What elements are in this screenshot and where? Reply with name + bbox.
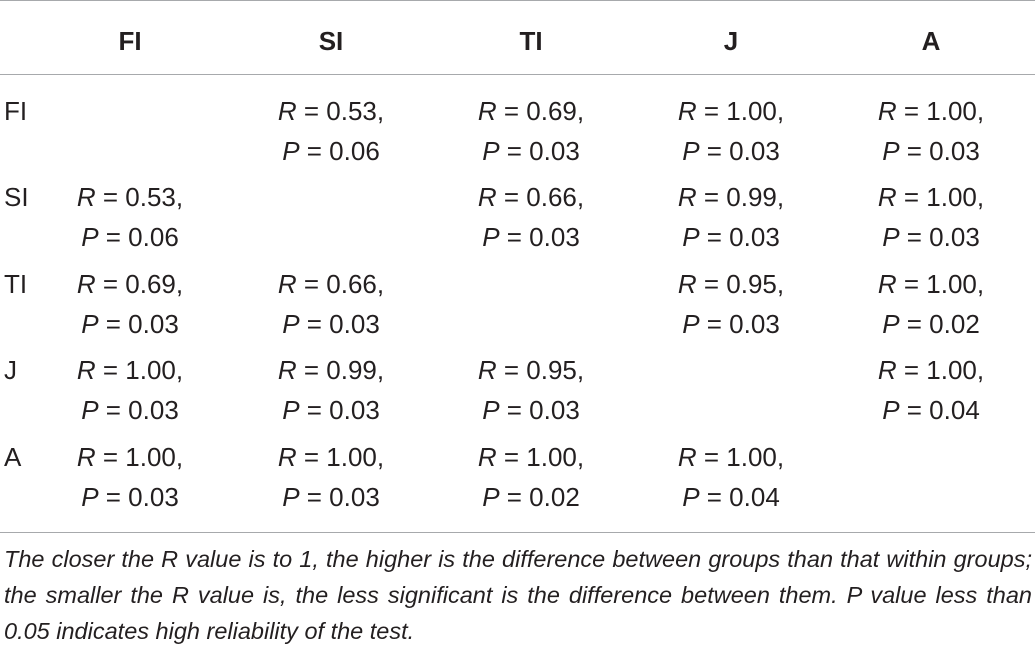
r-value: R = 0.95,	[477, 355, 585, 385]
r-value: R = 0.66,	[477, 182, 585, 212]
column-header-si: SI	[318, 26, 344, 56]
r-value: R = 0.69,	[477, 96, 585, 126]
table-cell: R = 1.00, P = 0.04	[851, 350, 1011, 430]
r-value: R = 0.53,	[76, 182, 184, 212]
p-value: P = 0.04	[682, 482, 780, 512]
table-header-rule	[0, 74, 1035, 75]
p-value: P = 0.03	[882, 222, 980, 252]
p-value: P = 0.03	[81, 482, 179, 512]
table-cell: R = 1.00, P = 0.03	[651, 91, 811, 171]
r-value: R = 1.00,	[877, 96, 985, 126]
r-value: R = 0.69,	[76, 269, 184, 299]
table-top-rule	[0, 0, 1035, 1]
r-value: R = 1.00,	[76, 442, 184, 472]
p-value: P = 0.03	[682, 222, 780, 252]
r-value: R = 1.00,	[877, 355, 985, 385]
p-value: P = 0.06	[282, 136, 380, 166]
table-cell: R = 0.53, P = 0.06	[251, 91, 411, 171]
p-value: P = 0.04	[882, 395, 980, 425]
column-header-a: A	[921, 26, 941, 56]
p-value: P = 0.02	[482, 482, 580, 512]
row-label: FI	[4, 96, 28, 126]
p-value: P = 0.03	[282, 482, 380, 512]
table-cell: R = 1.00, P = 0.03	[851, 91, 1011, 171]
table-cell: R = 0.95, P = 0.03	[451, 350, 611, 430]
table-cell: R = 1.00, P = 0.04	[651, 437, 811, 517]
p-value: P = 0.03	[882, 136, 980, 166]
table-cell: R = 1.00, P = 0.03	[50, 437, 210, 517]
p-value: P = 0.03	[682, 309, 780, 339]
p-value: P = 0.03	[482, 222, 580, 252]
table-cell: R = 0.69, P = 0.03	[50, 264, 210, 344]
p-value: P = 0.03	[81, 395, 179, 425]
r-value: R = 0.99,	[277, 355, 385, 385]
table-cell: R = 0.66, P = 0.03	[451, 177, 611, 257]
table-cell: R = 1.00, P = 0.02	[851, 264, 1011, 344]
row-label: TI	[4, 269, 28, 299]
table-cell: R = 0.53, P = 0.06	[50, 177, 210, 257]
p-value: P = 0.03	[282, 309, 380, 339]
table-bottom-rule	[0, 532, 1035, 533]
table-footnote: The closer the R value is to 1, the high…	[4, 546, 1032, 644]
r-value: R = 0.95,	[677, 269, 785, 299]
r-value: R = 1.00,	[76, 355, 184, 385]
table-cell: R = 1.00, P = 0.03	[50, 350, 210, 430]
r-value: R = 1.00,	[277, 442, 385, 472]
column-header-j: J	[723, 26, 739, 56]
r-value: R = 0.99,	[677, 182, 785, 212]
row-label: A	[4, 442, 22, 472]
p-value: P = 0.03	[482, 395, 580, 425]
table-cell: R = 0.99, P = 0.03	[251, 350, 411, 430]
table-cell: R = 0.99, P = 0.03	[651, 177, 811, 257]
p-value: P = 0.03	[482, 136, 580, 166]
r-value: R = 1.00,	[877, 182, 985, 212]
p-value: P = 0.03	[682, 136, 780, 166]
r-value: R = 1.00,	[677, 96, 785, 126]
table-cell: R = 0.69, P = 0.03	[451, 91, 611, 171]
r-value: R = 1.00,	[677, 442, 785, 472]
r-value: R = 1.00,	[877, 269, 985, 299]
table-cell: R = 0.95, P = 0.03	[651, 264, 811, 344]
r-value: R = 0.66,	[277, 269, 385, 299]
column-header-fi: FI	[118, 26, 142, 56]
p-value: P = 0.03	[282, 395, 380, 425]
row-label: J	[4, 355, 17, 385]
r-value: R = 0.53,	[277, 96, 385, 126]
column-header-ti: TI	[519, 26, 543, 56]
table-cell: R = 0.66, P = 0.03	[251, 264, 411, 344]
table-cell: R = 1.00, P = 0.03	[851, 177, 1011, 257]
table-cell: R = 1.00, P = 0.03	[251, 437, 411, 517]
p-value: P = 0.06	[81, 222, 179, 252]
table-cell: R = 1.00, P = 0.02	[451, 437, 611, 517]
r-value: R = 1.00,	[477, 442, 585, 472]
p-value: P = 0.03	[81, 309, 179, 339]
row-label: SI	[4, 182, 29, 212]
p-value: P = 0.02	[882, 309, 980, 339]
